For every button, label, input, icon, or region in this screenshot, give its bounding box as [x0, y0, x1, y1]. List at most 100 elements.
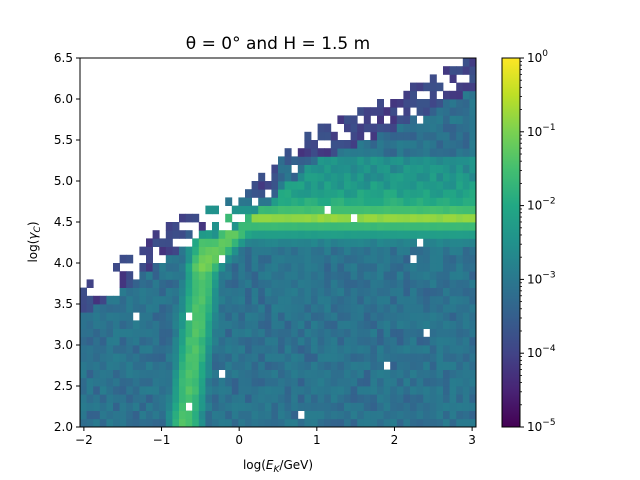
heatmap-cell	[139, 263, 147, 272]
heatmap-cell	[350, 410, 358, 420]
heatmap-cell	[271, 189, 279, 198]
heatmap-cell	[429, 131, 437, 141]
heatmap-cell	[462, 148, 470, 157]
heatmap-cell	[146, 271, 153, 280]
heatmap-cell	[456, 394, 464, 403]
heatmap-cell	[251, 328, 259, 338]
heatmap-cell	[179, 386, 186, 395]
heatmap-cell	[429, 246, 437, 256]
heatmap-cell	[423, 140, 431, 149]
heatmap-cell	[337, 271, 345, 280]
heatmap-cell	[350, 238, 358, 247]
heatmap-cell	[304, 345, 312, 354]
heatmap-cell	[179, 254, 186, 264]
heatmap-cell	[179, 369, 186, 379]
heatmap-cell	[324, 377, 332, 387]
heatmap-cell	[456, 369, 464, 379]
heatmap-cell	[251, 205, 259, 215]
heatmap-cell	[198, 418, 206, 428]
heatmap-cell	[258, 254, 266, 264]
heatmap-cell	[192, 377, 200, 387]
heatmap-cell	[436, 369, 444, 379]
heatmap-cell	[410, 328, 417, 338]
heatmap-cell	[410, 99, 417, 108]
heatmap-cell	[357, 394, 365, 403]
heatmap-cell	[139, 246, 147, 256]
heatmap-cell	[119, 394, 127, 403]
heatmap-cell	[284, 230, 292, 239]
heatmap-cell	[456, 172, 464, 182]
heatmap-cell	[350, 123, 358, 133]
heatmap-cell	[251, 181, 259, 190]
heatmap-cell	[396, 213, 404, 223]
heatmap-cell	[205, 304, 213, 313]
heatmap-cell	[344, 369, 351, 379]
heatmap-cell	[363, 410, 371, 420]
heatmap-cell	[93, 377, 101, 387]
heatmap-cell	[396, 361, 404, 370]
heatmap-cell	[271, 205, 279, 215]
heatmap-cell	[462, 99, 470, 108]
heatmap-cell	[357, 140, 365, 149]
heatmap-cell	[106, 386, 114, 395]
heatmap-cell	[462, 369, 470, 379]
heatmap-cell	[363, 213, 371, 223]
heatmap-cell	[165, 394, 173, 403]
heatmap-cell	[317, 263, 325, 272]
heatmap-cell	[205, 230, 213, 239]
heatmap-cell	[165, 230, 173, 239]
heatmap-cell	[245, 361, 252, 370]
heatmap-cell	[172, 394, 180, 403]
heatmap-cell	[337, 156, 345, 165]
heatmap-cell	[377, 328, 384, 338]
heatmap-cell	[357, 131, 365, 141]
heatmap-cell	[423, 82, 431, 92]
heatmap-cell	[185, 386, 193, 395]
heatmap-cell	[192, 345, 200, 354]
heatmap-cell	[443, 328, 450, 338]
heatmap-cell	[225, 197, 233, 206]
heatmap-cell	[344, 230, 351, 239]
heatmap-cell	[383, 377, 391, 387]
heatmap-cell	[146, 254, 153, 264]
heatmap-cell	[429, 312, 437, 321]
heatmap-cell	[469, 82, 477, 92]
heatmap-cell	[152, 279, 160, 288]
heatmap-cell	[231, 254, 239, 264]
heatmap-cell	[152, 353, 160, 362]
heatmap-cell	[245, 304, 252, 313]
heatmap-cell	[291, 181, 299, 190]
heatmap-cell	[212, 295, 219, 305]
heatmap-cell	[198, 402, 206, 411]
heatmap-cell	[410, 181, 417, 190]
heatmap-cell	[284, 263, 292, 272]
heatmap-cell	[396, 205, 404, 215]
heatmap-cell	[251, 263, 259, 272]
heatmap-cell	[317, 238, 325, 247]
heatmap-cell	[324, 131, 332, 141]
heatmap-cell	[212, 222, 219, 231]
heatmap-cell	[449, 156, 457, 165]
heatmap-cell	[377, 312, 384, 321]
heatmap-cell	[416, 189, 424, 198]
heatmap-cell	[462, 172, 470, 182]
heatmap-cell	[330, 361, 338, 370]
heatmap-cell	[165, 353, 173, 362]
heatmap-cell	[284, 287, 292, 297]
heatmap-cell	[198, 361, 206, 370]
heatmap-cell	[403, 271, 411, 280]
heatmap-cell	[152, 345, 160, 354]
heatmap-cell	[185, 369, 193, 379]
heatmap-cell	[258, 353, 266, 362]
heatmap-cell	[119, 353, 127, 362]
heatmap-cell	[132, 369, 140, 379]
heatmap-cell	[390, 246, 398, 256]
heatmap-cell	[337, 181, 345, 190]
heatmap-cell	[264, 361, 272, 370]
heatmap-cell	[159, 377, 167, 387]
heatmap-cell	[436, 345, 444, 354]
colorbar	[501, 57, 521, 428]
heatmap-cell	[139, 328, 147, 338]
heatmap-cell	[192, 246, 200, 256]
heatmap-cell	[311, 328, 318, 338]
